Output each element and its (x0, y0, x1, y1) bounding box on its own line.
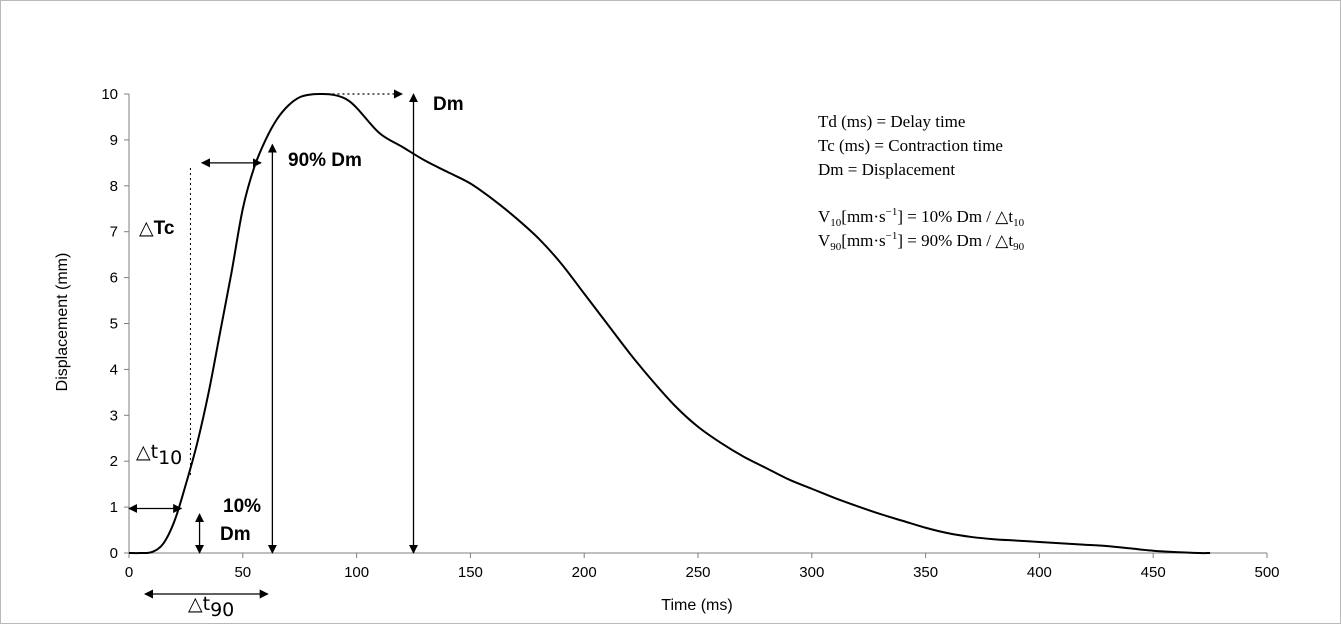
y-tick-label: 7 (110, 224, 118, 241)
y-tick-label: 4 (110, 361, 118, 378)
x-tick-label: 500 (1254, 564, 1279, 581)
x-tick-label: 0 (125, 564, 133, 581)
y-tick-label: 3 (110, 407, 118, 424)
x-tick-label: 250 (685, 564, 710, 581)
x-tick-label: 350 (913, 564, 938, 581)
v10-symbol: V (818, 207, 831, 226)
v90-unit-a: [mm·s (841, 231, 885, 250)
delta-tc-text: Tc (154, 218, 175, 239)
v10-formula-subscript: 10 (1013, 217, 1025, 229)
y-tick-label: 1 (110, 499, 118, 516)
dm90-label: 90% Dm (288, 150, 362, 171)
v10-superscript: −1 (886, 206, 898, 218)
dm10-label-line1: 10% (223, 496, 261, 517)
y-tick-label: 10 (101, 86, 118, 103)
displacement-series-line (128, 92, 1211, 555)
delta-tc-symbol: △ (139, 217, 154, 239)
dm-label: Dm (433, 94, 464, 115)
v90-formula: ] = 90% Dm / △t (897, 231, 1013, 250)
legend-line-v10: V10[mm·s−1] = 10% Dm / △t10 (818, 206, 1025, 229)
x-tick-label: 200 (572, 564, 597, 581)
v10-unit-a: [mm·s (841, 207, 885, 226)
v90-superscript: −1 (886, 230, 898, 242)
delta-t10-subscript: 10 (158, 447, 182, 469)
annotation-marks (128, 89, 419, 599)
y-tick-label: 5 (110, 316, 118, 333)
legend-line-tc: Tc (ms) = Contraction time (818, 136, 1003, 155)
x-axis-label: Time (ms) (661, 597, 732, 614)
delta-t90-symbol: △t (188, 593, 210, 615)
axes (124, 93, 1268, 558)
delta-t90-label: △t90 (188, 593, 234, 621)
dm10-label-line2: Dm (220, 524, 251, 545)
x-tick-label: 50 (234, 564, 251, 581)
y-tick-label: 8 (110, 178, 118, 195)
x-tick-label: 100 (344, 564, 369, 581)
y-tick-label: 2 (110, 453, 118, 470)
v90-symbol: V (818, 231, 831, 250)
y-tick-label: 0 (110, 545, 118, 562)
y-tick-label: 9 (110, 132, 118, 149)
legend-line-dm: Dm = Displacement (818, 160, 955, 179)
x-tick-label: 300 (799, 564, 824, 581)
legend-text-block: Td (ms) = Delay time Tc (ms) = Contracti… (818, 112, 1025, 253)
delta-t10-symbol: △t (136, 441, 158, 463)
y-axis-label: Displacement (mm) (54, 253, 71, 392)
y-tick-label: 6 (110, 270, 118, 287)
legend-line-td: Td (ms) = Delay time (818, 112, 965, 131)
delta-t90-subscript: 90 (210, 599, 234, 621)
v10-formula: ] = 10% Dm / △t (897, 207, 1013, 226)
x-tick-label: 450 (1141, 564, 1166, 581)
delta-tc-label: △Tc (139, 217, 175, 239)
v10-subscript: 10 (830, 217, 842, 229)
v90-subscript: 90 (830, 241, 842, 253)
x-tick-label: 150 (458, 564, 483, 581)
tick-labels: 0 50 100 150 200 250 300 350 400 450 500 0 1 2 3 4 5 6 7 8 9… (101, 86, 1279, 581)
legend-line-v90: V90[mm·s−1] = 90% Dm / △t90 (818, 230, 1025, 253)
delta-t10-label: △t10 (136, 441, 182, 469)
x-tick-label: 400 (1027, 564, 1052, 581)
v90-formula-subscript: 90 (1013, 241, 1025, 253)
